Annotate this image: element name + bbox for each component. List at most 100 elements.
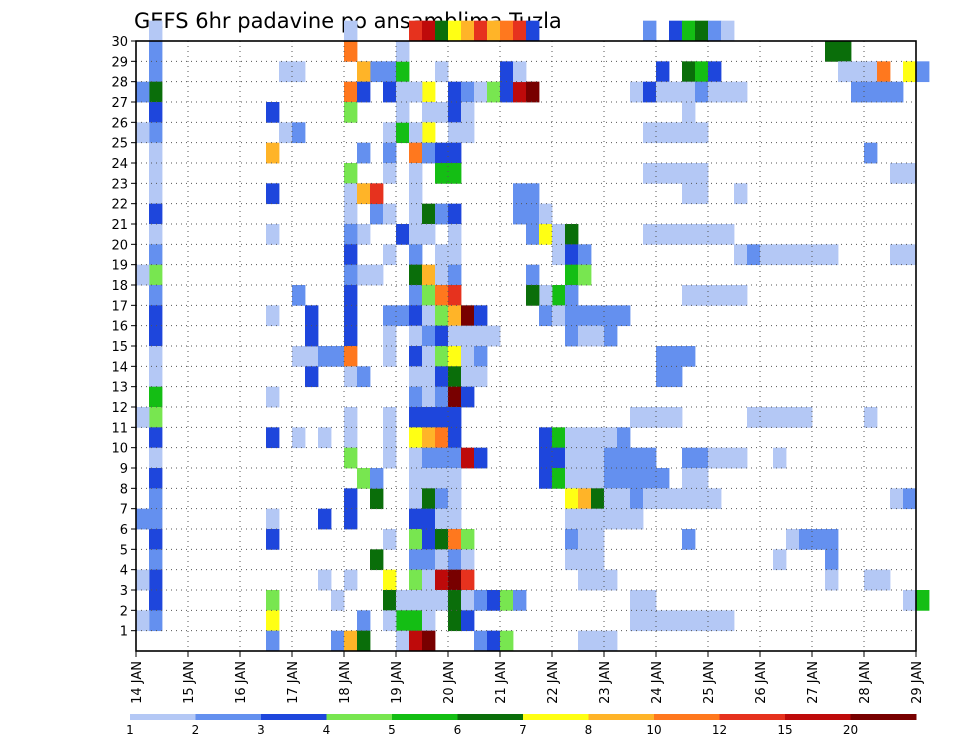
heatmap-cell — [396, 122, 410, 144]
heatmap-cell — [344, 427, 358, 449]
heatmap-cell — [435, 163, 449, 184]
heatmap-cell — [357, 142, 371, 164]
colorbar-segment — [523, 714, 589, 720]
heatmap-cell — [136, 610, 150, 632]
heatmap-cell — [383, 122, 397, 144]
heatmap-cell — [708, 224, 722, 245]
heatmap-cell — [448, 569, 462, 591]
heatmap-cell — [565, 264, 579, 286]
heatmap-cell — [669, 81, 683, 103]
heatmap-cell — [448, 264, 462, 286]
heatmap-cell — [409, 508, 423, 530]
x-tick-label: 26 JAN — [754, 661, 769, 704]
heatmap-cell — [526, 264, 540, 286]
heatmap-cell — [448, 224, 462, 245]
colorbar-label: 6 — [454, 723, 462, 737]
heatmap-cell — [409, 427, 423, 449]
heatmap-cell — [435, 264, 449, 286]
heatmap-cell — [409, 305, 423, 327]
y-tick-label: 16 — [111, 320, 128, 335]
heatmap-cell — [734, 81, 748, 103]
heatmap-cell — [461, 447, 475, 469]
heatmap-cell — [682, 468, 696, 489]
heatmap-cell — [344, 285, 358, 306]
colorbar-label: 4 — [323, 723, 331, 737]
heatmap-cell — [695, 468, 709, 489]
heatmap-cell — [708, 81, 722, 103]
heatmap-cell — [149, 529, 163, 550]
heatmap-cell — [149, 508, 163, 530]
heatmap-cell — [682, 102, 696, 123]
heatmap-cell — [461, 590, 475, 611]
heatmap-cell — [149, 407, 163, 428]
heatmap-cell — [149, 285, 163, 306]
heatmap-cell — [448, 20, 462, 42]
heatmap-cell — [409, 203, 423, 225]
x-tick-label: 23 JAN — [598, 661, 613, 704]
y-tick-label: 20 — [111, 238, 128, 253]
heatmap-cell — [344, 630, 358, 652]
heatmap-cell — [656, 468, 670, 489]
heatmap-cell — [266, 427, 280, 449]
heatmap-cell — [721, 285, 735, 306]
heatmap-cell — [461, 325, 475, 347]
x-tick-label: 17 JAN — [286, 661, 301, 704]
heatmap-cell — [266, 529, 280, 550]
heatmap-cell — [539, 203, 553, 225]
heatmap-cell — [136, 81, 150, 103]
heatmap-cell — [474, 81, 488, 103]
heatmap-cell — [409, 346, 423, 367]
heatmap-cell — [435, 203, 449, 225]
heatmap-cell — [409, 630, 423, 652]
heatmap-cell — [591, 468, 605, 489]
colorbar-segment — [850, 714, 917, 720]
colorbar-label: 15 — [777, 723, 792, 737]
heatmap-cell — [435, 102, 449, 123]
heatmap-cell — [422, 122, 436, 144]
heatmap-cell — [357, 61, 371, 83]
heatmap-cell — [695, 81, 709, 103]
heatmap-cell — [500, 81, 514, 103]
heatmap-cell — [669, 407, 683, 428]
heatmap-cell — [435, 285, 449, 306]
heatmap-cell — [708, 61, 722, 83]
heatmap-cell — [604, 325, 618, 347]
heatmap-cell — [149, 142, 163, 164]
heatmap-cell — [903, 61, 917, 83]
heatmap-cell — [357, 366, 371, 388]
heatmap-cell — [383, 407, 397, 428]
heatmap-cell — [357, 264, 371, 286]
heatmap-cell — [305, 346, 319, 367]
heatmap-cell — [409, 488, 423, 510]
heatmap-cell — [383, 569, 397, 591]
colorbar-segment — [654, 714, 720, 720]
heatmap-cell — [643, 224, 657, 245]
heatmap-cell — [409, 325, 423, 347]
heatmap-cell — [890, 244, 904, 266]
heatmap-cell — [656, 366, 670, 388]
colorbar: 1 2 3 4 5 6 7 8 10 12 15 20 — [126, 714, 917, 737]
heatmap-cell — [669, 122, 683, 144]
heatmap-cell — [656, 163, 670, 184]
heatmap-cell — [487, 81, 501, 103]
heatmap-cell — [370, 183, 384, 205]
heatmap-cell — [422, 325, 436, 347]
heatmap-cell — [539, 305, 553, 327]
heatmap-cell — [149, 610, 163, 632]
heatmap-cell — [565, 305, 579, 327]
heatmap-cell — [266, 102, 280, 123]
heatmap-cell — [669, 610, 683, 632]
heatmap-cell — [149, 549, 163, 571]
heatmap-cell — [435, 142, 449, 164]
heatmap-cell — [812, 529, 826, 550]
heatmap-cell — [578, 244, 592, 266]
heatmap-cell — [149, 102, 163, 123]
heatmap-cell — [409, 285, 423, 306]
heatmap-cell — [773, 244, 787, 266]
y-tick-label: 1 — [120, 625, 128, 640]
heatmap-cell — [357, 610, 371, 632]
heatmap-cell — [461, 386, 475, 408]
heatmap-cell — [370, 488, 384, 510]
heatmap-cell — [695, 20, 709, 42]
heatmap-cell — [617, 508, 631, 530]
